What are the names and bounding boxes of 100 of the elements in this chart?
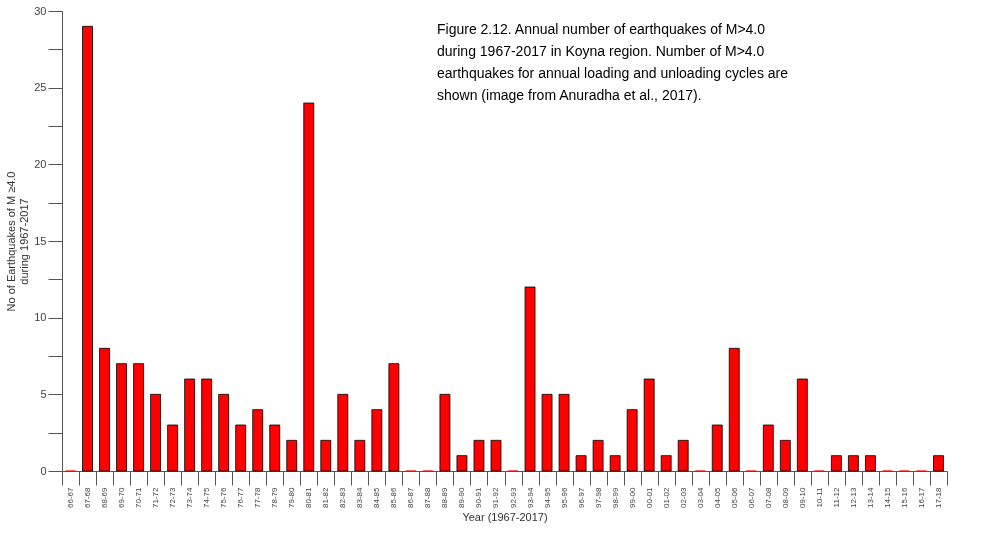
x-tick-label: 81-82 <box>321 486 331 508</box>
x-tick-label: 07-08 <box>763 486 773 508</box>
x-tick-label: 66-67 <box>66 486 76 508</box>
bar <box>847 455 859 472</box>
bar <box>711 424 723 472</box>
x-tick-label: 01-02 <box>661 486 671 508</box>
bar <box>473 439 485 472</box>
x-tick-label: 94-95 <box>542 486 552 508</box>
x-tick-label: 86-87 <box>406 486 416 508</box>
bar <box>303 102 315 472</box>
bar <box>167 424 179 472</box>
y-tick-label: 5 <box>40 387 47 400</box>
bar <box>354 439 366 472</box>
y-tick-label: 20 <box>34 157 47 170</box>
x-tick-label: 04-05 <box>712 486 722 508</box>
bar <box>252 409 264 472</box>
bar <box>184 378 196 472</box>
bar <box>82 25 93 472</box>
x-tick-label: 15-16 <box>899 486 909 508</box>
bar <box>541 393 553 472</box>
x-tick-label: 68-69 <box>100 486 110 508</box>
bar <box>133 363 144 472</box>
x-tick-label: 78-79 <box>270 486 280 508</box>
x-tick-label: 97-98 <box>593 486 603 508</box>
x-tick-label: 73-74 <box>185 486 195 508</box>
x-tick-label: 14-15 <box>882 486 892 508</box>
x-tick-label: 06-07 <box>746 486 756 508</box>
x-tick-label: 00-01 <box>644 486 654 508</box>
bar <box>218 393 230 472</box>
x-tick-label: 91-92 <box>491 486 501 508</box>
x-tick-label: 74-75 <box>202 486 212 508</box>
bar <box>933 455 944 472</box>
bar <box>592 439 604 472</box>
x-tick-label: 67-68 <box>83 486 93 508</box>
x-tick-label: 84-85 <box>372 486 382 508</box>
bar <box>796 378 808 472</box>
x-tick-label: 90-91 <box>474 486 484 508</box>
x-tick-label: 82-83 <box>338 486 348 508</box>
x-tick-label: 17-18 <box>933 486 943 508</box>
x-tick-label: 72-73 <box>168 486 178 508</box>
x-tick-label: 98-99 <box>610 486 620 508</box>
bar <box>99 347 110 472</box>
x-tick-label: 12-13 <box>848 486 858 508</box>
bar <box>609 455 621 472</box>
y-tick-label: 25 <box>34 81 47 94</box>
bar <box>201 378 213 472</box>
annotation: Figure 2.12. Annual number of earthquakes of M>4.0 during 1967-2017 in Koyna region. Number of M>4.0 earthquakes for annual loading and unloading cycles are shown (image from Anuradha et al., 2017). <box>437 21 789 103</box>
y-tick-label: 0 <box>40 464 47 477</box>
x-tick-label: 80-81 <box>304 486 314 508</box>
bar <box>439 393 451 472</box>
x-tick-label: 88-89 <box>440 486 450 508</box>
bar <box>558 393 570 472</box>
x-tick-label: 95-96 <box>559 486 569 508</box>
bar <box>728 347 740 472</box>
x-tick-label: 92-93 <box>508 486 518 508</box>
x-tick-label: 99-00 <box>627 486 637 508</box>
y-tick-label: 10 <box>34 311 47 324</box>
bar <box>660 455 672 472</box>
x-tick-label: 08-09 <box>780 486 790 508</box>
bar <box>235 424 247 472</box>
y-tick-label: 15 <box>34 234 47 247</box>
bar <box>575 455 587 472</box>
bar <box>150 393 162 472</box>
bar <box>116 363 127 472</box>
y-axis-title: No of Earthquakes of M ≥4.0 during 1967-2017 <box>5 171 31 312</box>
x-tick-label: 69-70 <box>117 486 127 508</box>
bar <box>524 286 536 472</box>
bar <box>762 424 774 472</box>
x-tick-label: 83-84 <box>355 486 365 508</box>
bar <box>388 363 400 472</box>
x-tick-label: 79-80 <box>287 486 297 508</box>
bar <box>490 439 502 472</box>
x-tick-label: 71-72 <box>151 486 161 508</box>
y-tick-label: 30 <box>34 4 47 17</box>
bar <box>865 455 876 472</box>
x-tick-label: 11-12 <box>831 486 841 508</box>
bar <box>779 439 791 472</box>
bar <box>320 439 332 472</box>
x-tick-label: 02-03 <box>678 486 688 508</box>
x-tick-label: 96-97 <box>576 486 586 508</box>
x-tick-label: 05-06 <box>729 486 739 508</box>
x-tick-label: 16-17 <box>916 486 926 508</box>
bar <box>337 393 349 472</box>
x-tick-label: 85-86 <box>389 486 399 508</box>
bar <box>626 409 638 472</box>
x-tick-label: 77-78 <box>253 486 263 508</box>
x-tick-label: 76-77 <box>236 486 246 508</box>
bar <box>269 424 281 472</box>
x-tick-label: 10-11 <box>814 486 824 508</box>
bar <box>286 439 298 472</box>
x-tick-label: 70-71 <box>134 486 144 508</box>
x-tick-label: 87-88 <box>423 486 433 508</box>
x-tick-label: 93-94 <box>525 486 535 508</box>
bar <box>456 455 468 472</box>
x-tick-label: 89-90 <box>457 486 467 508</box>
bar <box>371 409 383 472</box>
bar <box>677 439 689 472</box>
x-tick-label: 75-76 <box>219 486 229 508</box>
x-tick-label: 09-10 <box>797 486 807 508</box>
x-tick-label: 03-04 <box>695 486 705 508</box>
